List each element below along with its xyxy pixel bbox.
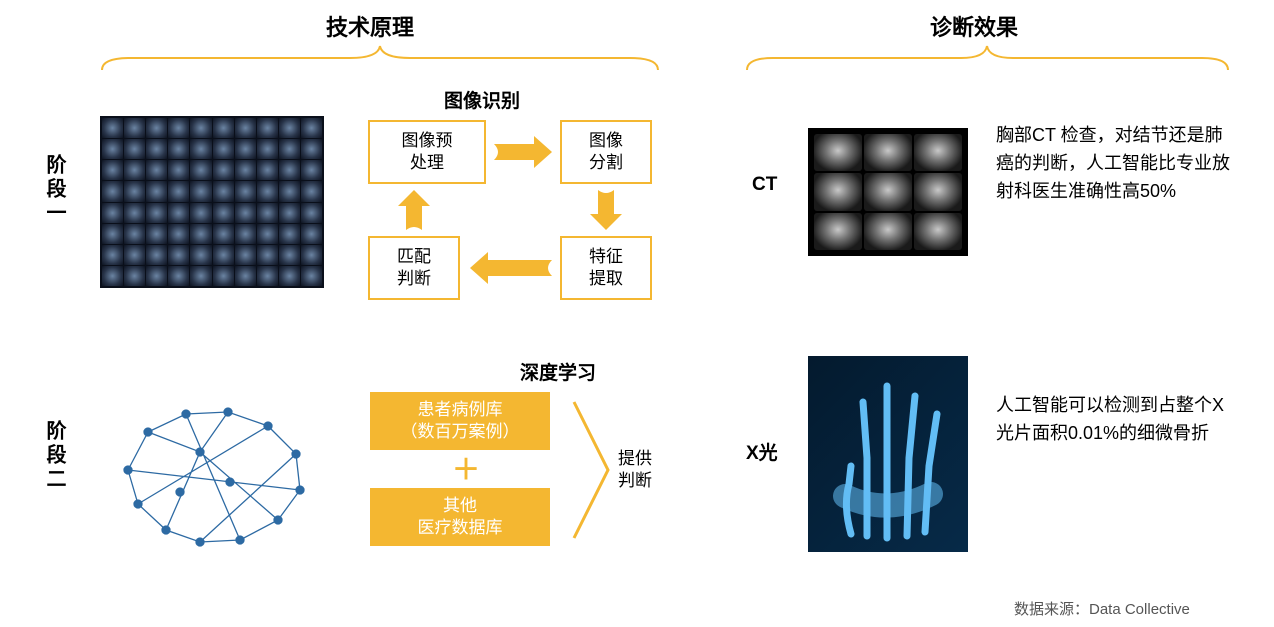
provide-judgement-label: 提供判断: [618, 448, 652, 492]
cycle-box-text: 特征提取: [589, 246, 623, 290]
cycle-box-preprocess: 图像预处理: [368, 120, 486, 184]
left-brace-icon: [100, 44, 660, 72]
ct-description: 胸部CT 检查，对结节还是肺癌的判断，人工智能比专业放射科医生准确性高50%: [996, 122, 1234, 206]
xray-description: 人工智能可以检测到占整个X光片面积0.01%的细微骨折: [996, 392, 1234, 448]
deep-learning-title: 深度学习: [520, 358, 596, 385]
arrow-down-icon: [588, 188, 624, 232]
xray-label: X光: [746, 438, 778, 465]
ct-label: CT: [752, 174, 777, 196]
ct-scan-image: [808, 128, 968, 256]
patient-db-box: 患者病例库 （数百万案例）: [370, 392, 550, 450]
dl-box-line: （数百万案例）: [401, 421, 520, 443]
feature-grid-image: [100, 116, 324, 288]
brain-network-icon: [100, 392, 324, 560]
stage-one-label: 阶段一: [40, 154, 69, 226]
plus-icon: ＋: [452, 448, 480, 488]
right-section-title: 诊断效果: [930, 10, 1018, 42]
cycle-box-text: 图像分割: [589, 130, 623, 174]
cycle-box-segment: 图像分割: [560, 120, 652, 184]
hand-xray-icon: [823, 366, 953, 542]
brain-network-image: [100, 392, 324, 560]
image-recognition-title: 图像识别: [444, 86, 520, 113]
arrow-up-icon: [396, 188, 432, 232]
cycle-box-text: 匹配判断: [397, 246, 431, 290]
big-chevron-icon: [570, 396, 614, 544]
arrow-right-icon: [490, 134, 556, 170]
data-source-footer: 数据来源：Data Collective: [1014, 598, 1190, 619]
dl-box-line: 患者病例库: [418, 399, 503, 421]
stage-two-label: 阶段二: [40, 420, 69, 492]
cycle-box-feature: 特征提取: [560, 236, 652, 300]
dl-box-line: 医疗数据库: [418, 517, 503, 539]
cycle-box-text: 图像预处理: [402, 130, 453, 174]
xray-image: [808, 356, 968, 552]
dl-box-line: 其他: [443, 495, 477, 517]
right-brace-icon: [745, 44, 1230, 72]
arrow-left-icon: [464, 250, 556, 286]
other-db-box: 其他 医疗数据库: [370, 488, 550, 546]
cycle-box-match: 匹配判断: [368, 236, 460, 300]
left-section-title: 技术原理: [326, 10, 414, 42]
